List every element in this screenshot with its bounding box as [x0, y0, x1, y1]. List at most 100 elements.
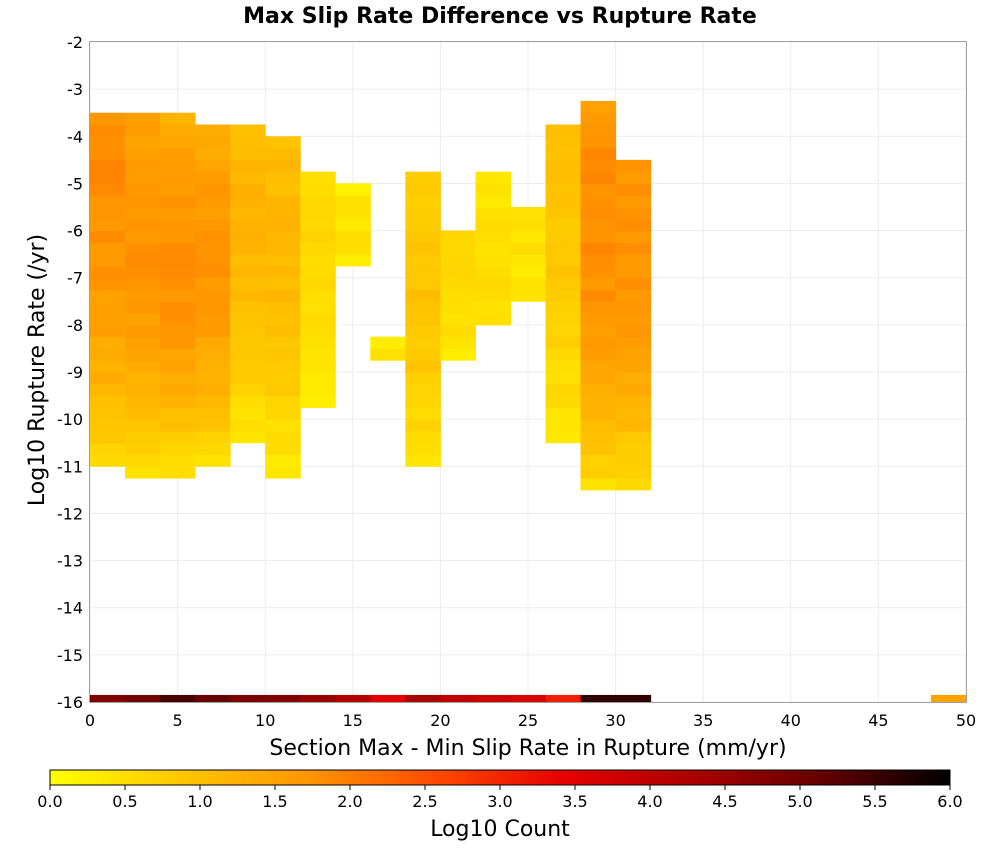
heatmap-cell — [335, 218, 371, 232]
heatmap-cell — [265, 171, 301, 184]
heatmap-cell — [405, 254, 441, 267]
heatmap-cell — [125, 372, 161, 385]
heatmap-cell — [300, 313, 336, 326]
heatmap-cell — [300, 372, 336, 385]
heatmap-cell — [160, 407, 196, 420]
heatmap-cell — [160, 383, 196, 397]
heatmap-cell — [90, 360, 126, 373]
heatmap-cell — [405, 407, 441, 420]
x-tick-label: 25 — [518, 711, 538, 730]
heatmap-cell-bottom — [195, 694, 231, 702]
x-tick-label: 20 — [430, 711, 450, 730]
heatmap-cell — [405, 348, 441, 361]
heatmap-cell — [580, 348, 617, 361]
heatmap-cell — [440, 324, 476, 338]
colorbar-tick-label: 1.0 — [187, 792, 212, 811]
y-tick-label: -13 — [57, 552, 83, 571]
heatmap-cell — [265, 466, 301, 479]
heatmap-cell — [580, 136, 617, 149]
heatmap-cell — [125, 254, 161, 267]
heatmap-cell — [195, 148, 231, 161]
heatmap-cell — [440, 242, 476, 255]
heatmap-cell — [265, 301, 301, 314]
heatmap-cell — [90, 112, 126, 125]
colorbar-tick-label: 3.5 — [562, 792, 587, 811]
heatmap-cell — [475, 218, 511, 232]
heatmap-cell — [125, 242, 161, 255]
heatmap-cell — [230, 183, 266, 196]
heatmap-cell — [580, 230, 617, 243]
heatmap-cell — [440, 336, 476, 349]
colorbar-ticks: 0.0 0.5 1.0 1.5 2.0 2.5 3.0 3.5 4.0 4.5 5.0 5.5 6.0 — [37, 785, 963, 811]
heatmap-cell — [300, 360, 336, 373]
heatmap-cell — [545, 265, 582, 279]
heatmap-cell — [265, 207, 301, 220]
heatmap-cell — [125, 148, 161, 161]
heatmap-cell — [90, 148, 126, 161]
y-tick-label: -14 — [57, 599, 83, 618]
heatmap-cell — [195, 265, 231, 279]
heatmap-cell-bottom — [510, 694, 547, 702]
heatmap-cell — [265, 313, 301, 326]
heatmap-cell — [160, 348, 196, 361]
heatmap-cell — [230, 289, 266, 302]
heatmap-cell — [90, 277, 126, 290]
heatmap-cell — [230, 136, 266, 149]
heatmap-cell — [440, 230, 476, 243]
heatmap-cell — [580, 372, 617, 385]
heatmap-cell — [300, 336, 336, 349]
heatmap-cell — [195, 395, 231, 408]
heatmap-cell — [195, 336, 231, 349]
heatmap-cell — [545, 360, 582, 373]
colorbar-tick-label: 1.5 — [262, 792, 287, 811]
heatmap-cell — [440, 301, 476, 314]
plot-frame — [89, 41, 967, 703]
colorbar-tick-label: 5.0 — [787, 792, 812, 811]
heatmap-cell — [195, 372, 231, 385]
heatmap-cell — [580, 159, 617, 173]
heatmap-cell — [195, 277, 231, 290]
heatmap-cell — [580, 100, 617, 114]
heatmap-cell — [125, 324, 161, 338]
heatmap-cell — [475, 230, 511, 243]
heatmap-cell — [545, 419, 582, 432]
heatmap-cell — [160, 289, 196, 302]
heatmap-cell — [580, 171, 617, 184]
heatmap-cell — [405, 277, 441, 290]
heatmap-cell — [580, 419, 617, 432]
heatmap-cell — [475, 207, 511, 220]
heatmap-cell — [90, 171, 126, 184]
heatmap-cell — [615, 430, 652, 444]
heatmap-cell — [160, 230, 196, 243]
heatmap-cell — [405, 454, 441, 467]
x-tick-label: 0 — [85, 711, 95, 730]
heatmap-cell-bottom — [440, 694, 476, 702]
heatmap-cell — [300, 383, 336, 397]
y-tick-label: -9 — [67, 363, 83, 382]
heatmap-cell — [265, 289, 301, 302]
heatmap-cell — [405, 419, 441, 432]
heatmap-cell — [475, 254, 511, 267]
heatmap-cell — [265, 230, 301, 243]
x-axis-label: Section Max - Min Slip Rate in Rupture (… — [269, 736, 786, 761]
heatmap-cell — [300, 348, 336, 361]
heatmap-cell — [160, 265, 196, 279]
heatmap-cell — [545, 136, 582, 149]
heatmap-cell — [230, 207, 266, 220]
y-tick-label: -6 — [67, 222, 83, 241]
heatmap-cell — [615, 242, 652, 255]
heatmap-cell — [545, 254, 582, 267]
heatmap-cell — [405, 336, 441, 349]
heatmap-cell — [230, 277, 266, 290]
y-tick-label: -16 — [57, 693, 83, 712]
heatmap-cell — [300, 183, 336, 196]
heatmap-cell — [580, 301, 617, 314]
heatmap-cell — [475, 183, 511, 196]
heatmap-cell — [230, 324, 266, 338]
heatmap-cell-bottom — [405, 694, 441, 702]
heatmap-cell — [475, 171, 511, 184]
heatmap-cell — [265, 159, 301, 173]
heatmap-cell — [160, 218, 196, 232]
heatmap-cell — [300, 289, 336, 302]
